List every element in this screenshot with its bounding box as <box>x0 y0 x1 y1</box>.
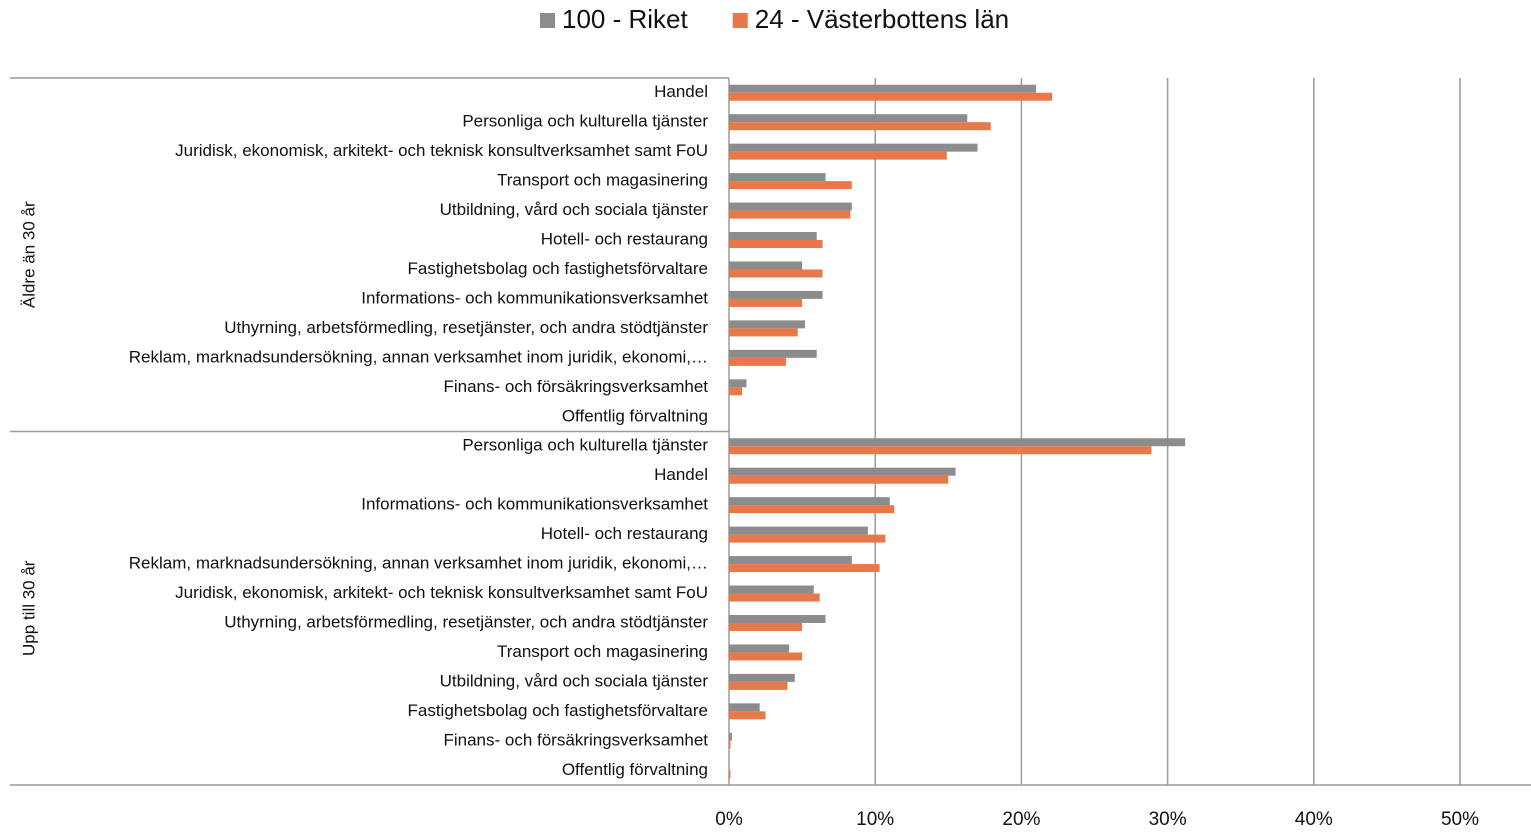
bar <box>729 526 868 535</box>
bar <box>729 614 826 623</box>
y-tick-label: Offentlig förvaltning <box>562 406 708 425</box>
y-tick-label: Finans- och försäkringsverksamhet <box>443 730 708 749</box>
bar <box>729 681 788 690</box>
y-tick-label: Utbildning, vård och sociala tjänster <box>440 671 709 690</box>
bar <box>729 379 747 388</box>
y-tick-label: Uthyrning, arbetsförmedling, resetjänste… <box>224 612 708 631</box>
bar <box>729 564 880 573</box>
bar <box>729 703 760 712</box>
bar <box>729 585 814 594</box>
bar <box>729 202 852 211</box>
y-tick-label: Personliga och kulturella tjänster <box>462 112 708 131</box>
legend-label: 24 - Västerbottens län <box>755 4 1009 34</box>
bar <box>729 770 731 779</box>
bar <box>729 173 826 182</box>
bar <box>729 122 991 131</box>
bar <box>729 387 743 396</box>
group-label: Äldre än 30 år <box>19 201 38 308</box>
y-tick-label: Reklam, marknadsundersökning, annan verk… <box>129 554 708 573</box>
bar <box>729 210 851 219</box>
x-tick-label: 40% <box>1295 809 1333 830</box>
bar <box>729 143 978 152</box>
bar <box>729 652 803 661</box>
x-tick-label: 10% <box>856 809 894 830</box>
bar <box>729 467 956 476</box>
bar <box>729 740 731 749</box>
bar <box>729 622 803 631</box>
bar <box>729 92 1053 101</box>
y-tick-label: Handel <box>654 82 708 101</box>
bar <box>729 505 895 514</box>
group-label: Upp till 30 år <box>19 560 38 656</box>
y-tick-label: Utbildning, vård och sociala tjänster <box>440 200 709 219</box>
bar <box>729 181 852 190</box>
bar <box>729 732 732 741</box>
legend-swatch <box>732 13 748 28</box>
bar <box>729 497 890 506</box>
bar <box>729 593 820 602</box>
x-tick-label: 30% <box>1149 809 1187 830</box>
y-tick-label: Hotell- och restaurang <box>541 230 708 249</box>
y-tick-label: Informations- och kommunikationsverksamh… <box>361 288 708 307</box>
bar <box>729 290 823 299</box>
bar <box>729 240 823 249</box>
bar <box>729 357 787 366</box>
y-tick-label: Transport och magasinering <box>497 171 708 190</box>
bar <box>729 328 798 337</box>
y-tick-label: Juridisk, ekonomisk, arkitekt- och tekni… <box>175 583 708 602</box>
y-tick-label: Juridisk, ekonomisk, arkitekt- och tekni… <box>175 141 708 160</box>
bar <box>729 644 789 653</box>
y-tick-label: Uthyrning, arbetsförmedling, resetjänste… <box>224 318 708 337</box>
bar <box>729 232 817 241</box>
bar <box>729 438 1186 447</box>
bar <box>729 261 803 270</box>
bar <box>729 349 817 358</box>
legend-swatch <box>540 13 555 28</box>
y-tick-label: Hotell- och restaurang <box>541 524 708 543</box>
bar <box>729 269 823 278</box>
bar <box>729 556 852 565</box>
bar <box>729 320 806 329</box>
bar <box>729 298 803 307</box>
y-tick-label: Informations- och kommunikationsverksamh… <box>361 495 708 514</box>
y-tick-label: Fastighetsbolag och fastighetsförvaltare <box>407 259 708 278</box>
y-tick-label: Handel <box>654 465 708 484</box>
y-tick-label: Finans- och försäkringsverksamhet <box>443 377 708 396</box>
x-tick-label: 20% <box>1002 809 1040 830</box>
bar <box>729 711 766 720</box>
legend-label: 100 - Riket <box>562 4 688 34</box>
y-tick-label: Personliga och kulturella tjänster <box>462 436 708 455</box>
bar <box>729 446 1152 455</box>
y-tick-label: Reklam, marknadsundersökning, annan verk… <box>129 347 708 366</box>
bar <box>729 673 795 682</box>
y-tick-label: Fastighetsbolag och fastighetsförvaltare <box>407 701 708 720</box>
y-tick-label: Offentlig förvaltning <box>562 760 708 779</box>
bar <box>729 151 947 160</box>
bar <box>729 534 886 543</box>
bar <box>729 475 949 484</box>
x-tick-label: 0% <box>715 809 743 830</box>
bar <box>729 84 1037 93</box>
x-tick-label: 50% <box>1441 809 1479 830</box>
y-tick-label: Transport och magasinering <box>497 642 708 661</box>
bar <box>729 114 968 123</box>
